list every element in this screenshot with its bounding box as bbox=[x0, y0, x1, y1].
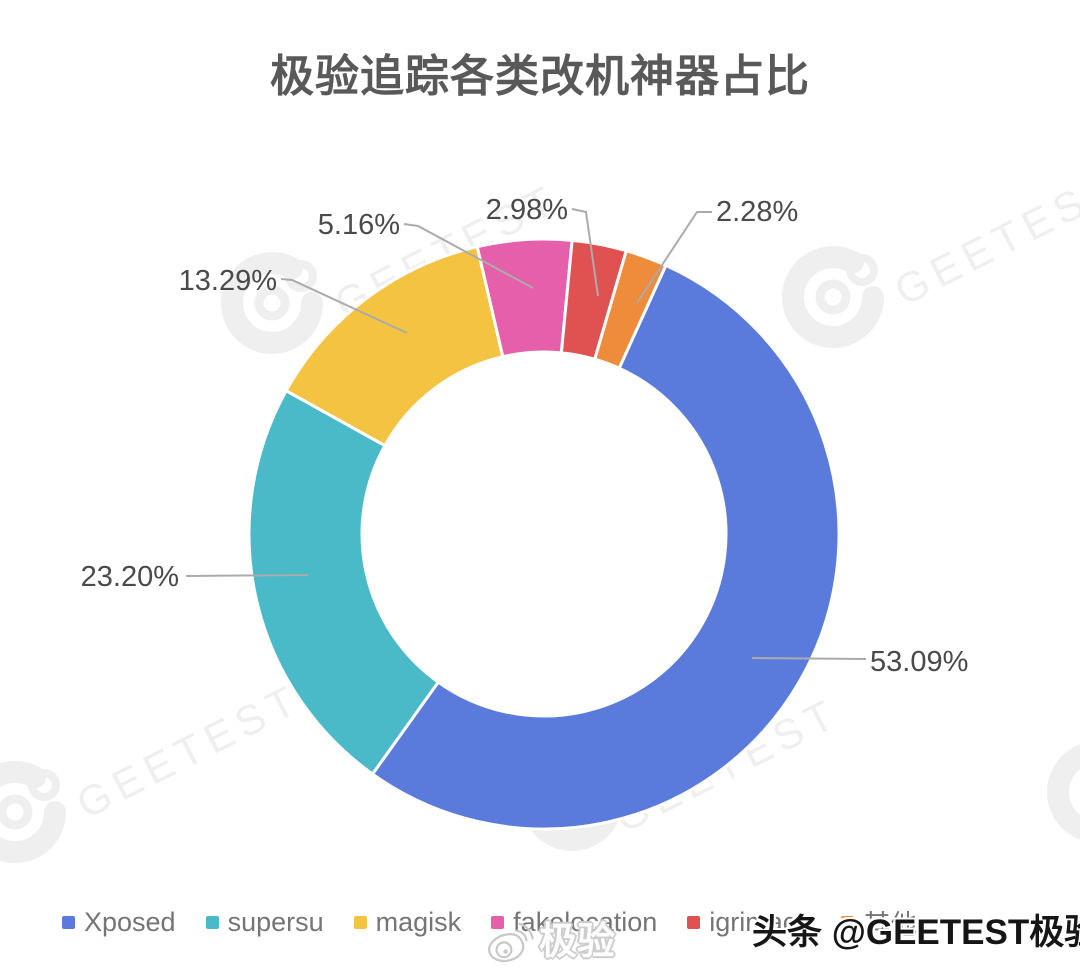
legend-marker-xposed bbox=[62, 916, 75, 929]
legend-item-magisk[interactable]: magisk bbox=[353, 907, 462, 938]
label-line-fakelocation bbox=[403, 223, 534, 289]
legend-label-magisk: magisk bbox=[375, 907, 462, 937]
label-line-other bbox=[636, 211, 712, 304]
legend-marker-magisk bbox=[353, 916, 367, 929]
toutiao-credit-watermark: 头条 @GEETEST极验 bbox=[752, 913, 1080, 952]
label-line-supersu bbox=[185, 574, 309, 577]
pct-label-xposed: 53.09% bbox=[870, 646, 968, 678]
legend-item-fakelocation[interactable]: fakelocation bbox=[491, 907, 657, 938]
slice-xposed[interactable] bbox=[371, 263, 841, 831]
geetest-watermark-logo bbox=[217, 248, 327, 363]
geetest-watermark-logo bbox=[1043, 737, 1080, 852]
label-line-igrimace bbox=[571, 208, 599, 297]
legend-marker-fakelocation bbox=[491, 916, 505, 929]
slice-magisk[interactable] bbox=[284, 245, 505, 448]
pct-label-other: 2.28% bbox=[716, 196, 798, 228]
label-line-xposed bbox=[751, 657, 867, 660]
legend-marker-igrimace bbox=[687, 916, 701, 929]
chart-legend: Xposed supersu magisk fakelocation igrimace 其… bbox=[62, 903, 917, 942]
legend-label-fakelocation: fakelocation bbox=[513, 907, 658, 937]
weibo-watermark: 极验 bbox=[484, 916, 615, 968]
pct-label-magisk: 13.29% bbox=[179, 265, 277, 297]
geetest-watermark-logo bbox=[0, 757, 70, 872]
weibo-watermark-label: 极验 bbox=[539, 921, 616, 963]
legend-label-xposed: Xposed bbox=[84, 907, 176, 937]
legend-label-supersu: supersu bbox=[227, 907, 324, 937]
legend-item-igrimace[interactable]: igrimace bbox=[687, 907, 811, 938]
legend-marker-supersu bbox=[205, 916, 219, 929]
slice-supersu[interactable] bbox=[247, 389, 440, 776]
legend-marker-other bbox=[841, 916, 855, 929]
pct-label-fakelocation: 5.16% bbox=[318, 209, 400, 241]
legend-label-igrimace: igrimace bbox=[709, 907, 812, 937]
label-line-magisk bbox=[280, 278, 408, 334]
chart-title: 极验追踪各类改机神器占比 bbox=[270, 52, 810, 101]
geetest-watermark-logo bbox=[778, 242, 888, 357]
pct-label-igrimace: 2.98% bbox=[486, 194, 568, 226]
weibo-icon bbox=[488, 922, 534, 963]
legend-item-supersu[interactable]: supersu bbox=[205, 907, 324, 938]
pct-label-supersu: 23.20% bbox=[81, 561, 179, 593]
legend-item-xposed[interactable]: Xposed bbox=[62, 907, 176, 938]
legend-item-other[interactable]: 其他 bbox=[841, 903, 917, 942]
legend-label-other: 其他 bbox=[863, 910, 918, 940]
